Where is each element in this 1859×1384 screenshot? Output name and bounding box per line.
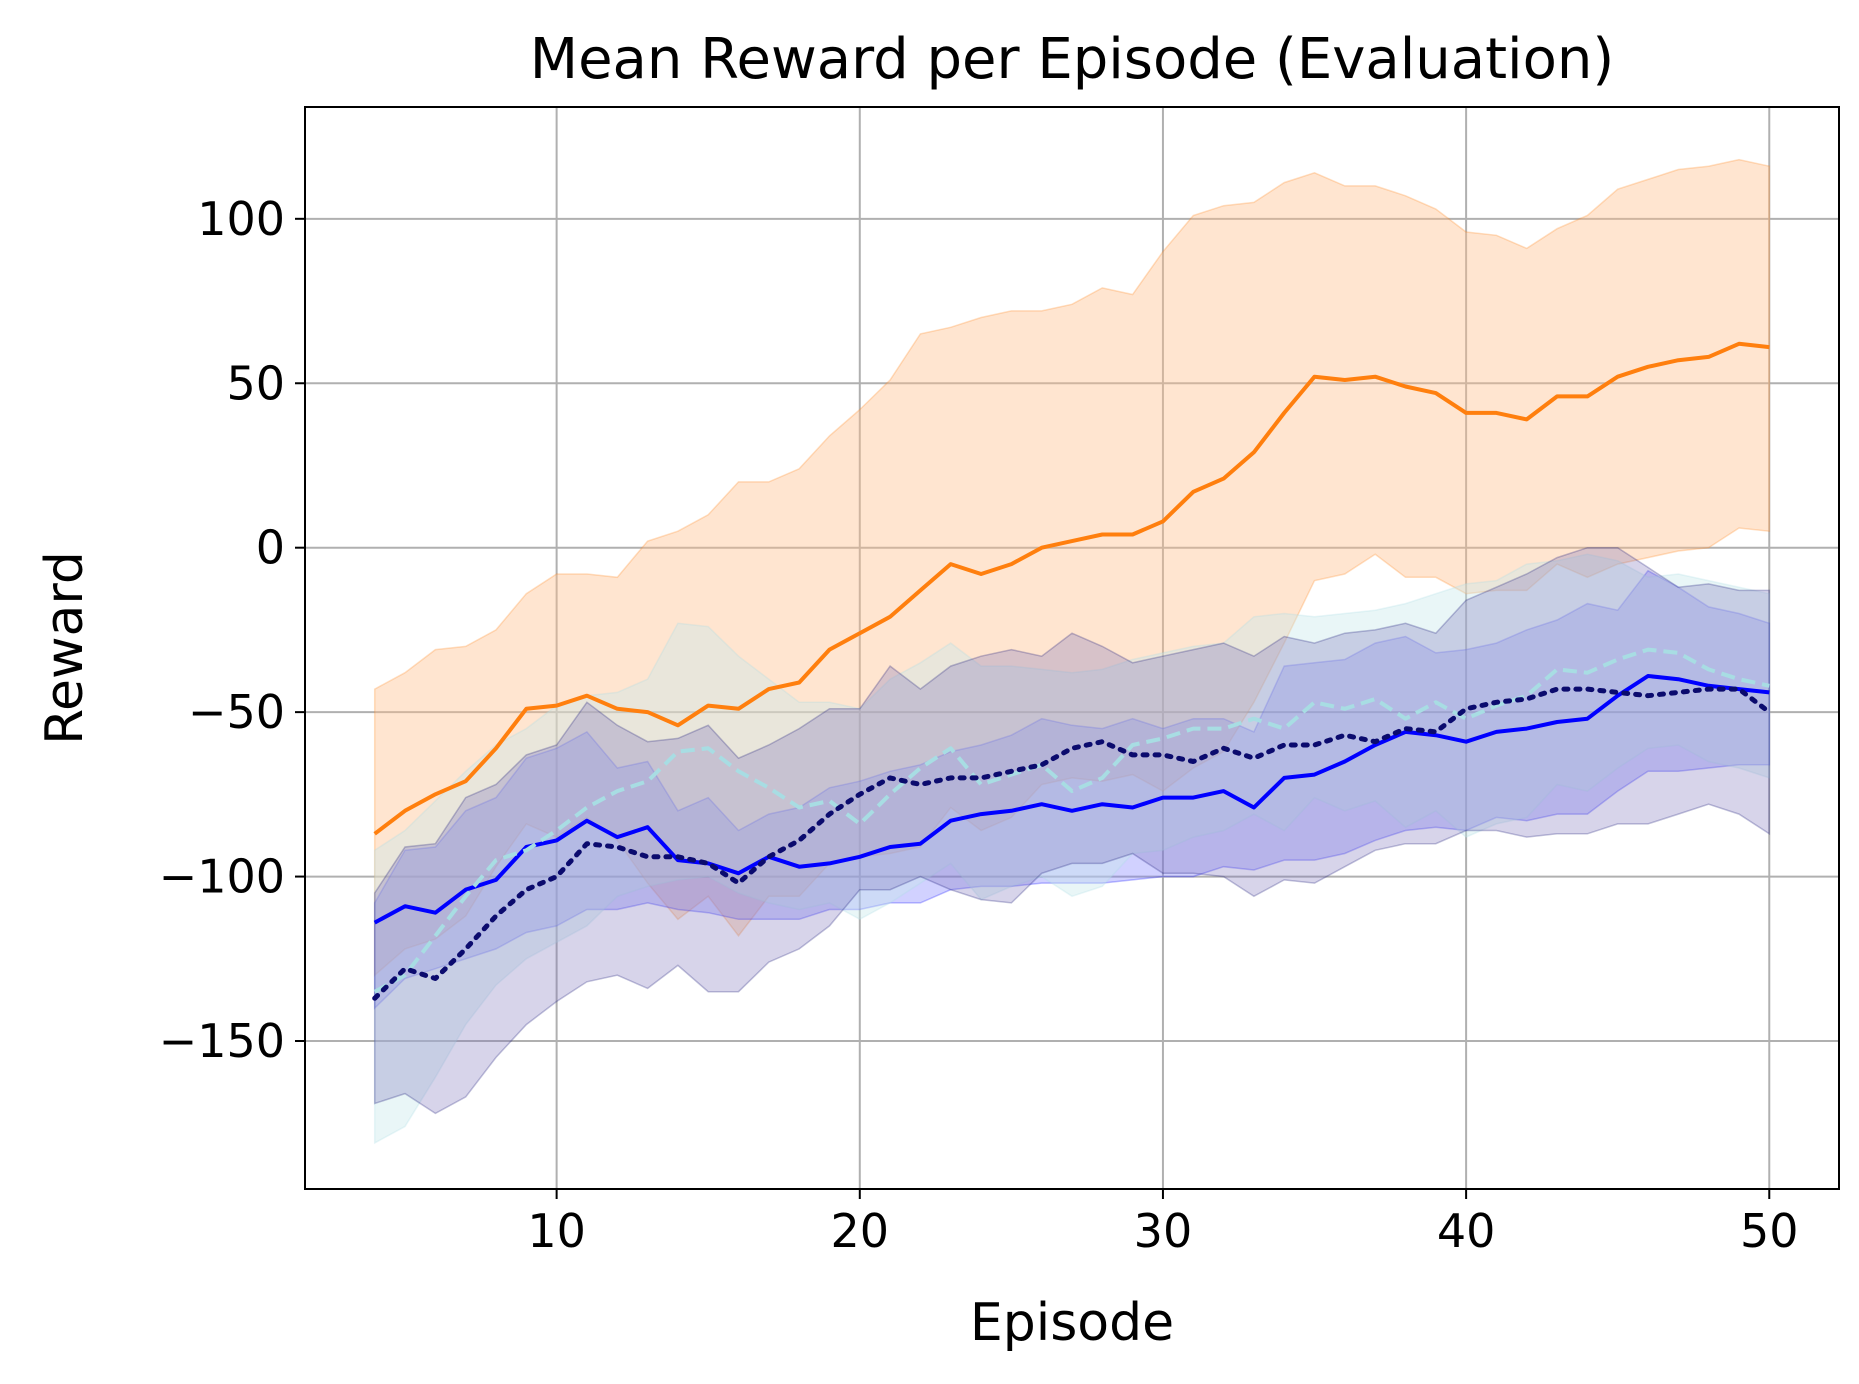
line-orange <box>373 341 1770 836</box>
y-tick-label: −150 <box>159 1014 285 1068</box>
band-light-blue-dashed <box>373 553 1771 1145</box>
y-tick-label: −100 <box>159 850 285 904</box>
y-tick-label: −50 <box>188 685 285 739</box>
x-tick-label: 30 <box>1134 1204 1193 1258</box>
line-light-blue-dashed <box>373 647 1770 994</box>
x-tick-label: 50 <box>1740 1204 1799 1258</box>
line-navy-dotted <box>372 686 1772 1001</box>
band-orange <box>373 158 1771 977</box>
x-axis-title: Episode <box>970 1293 1174 1353</box>
x-tick-label: 10 <box>527 1204 586 1258</box>
line-blue <box>373 674 1770 925</box>
y-tick-label: 0 <box>256 521 285 575</box>
band-navy-dotted <box>373 546 1771 1115</box>
x-tick-label: 20 <box>831 1204 890 1258</box>
plot-frame <box>304 106 1840 1190</box>
y-tick-label: 100 <box>197 192 285 246</box>
chart-title: Mean Reward per Episode (Evaluation) <box>530 27 1614 92</box>
axis-ticks: 10 20 30 40 50 100 50 0 −50 −100 −150 <box>159 192 1799 1258</box>
x-tick-label: 40 <box>1437 1204 1496 1258</box>
y-axis-title: Reward <box>35 551 95 745</box>
series-lines <box>372 341 1772 1001</box>
y-tick-label: 50 <box>226 356 285 410</box>
grid <box>305 107 1839 1189</box>
